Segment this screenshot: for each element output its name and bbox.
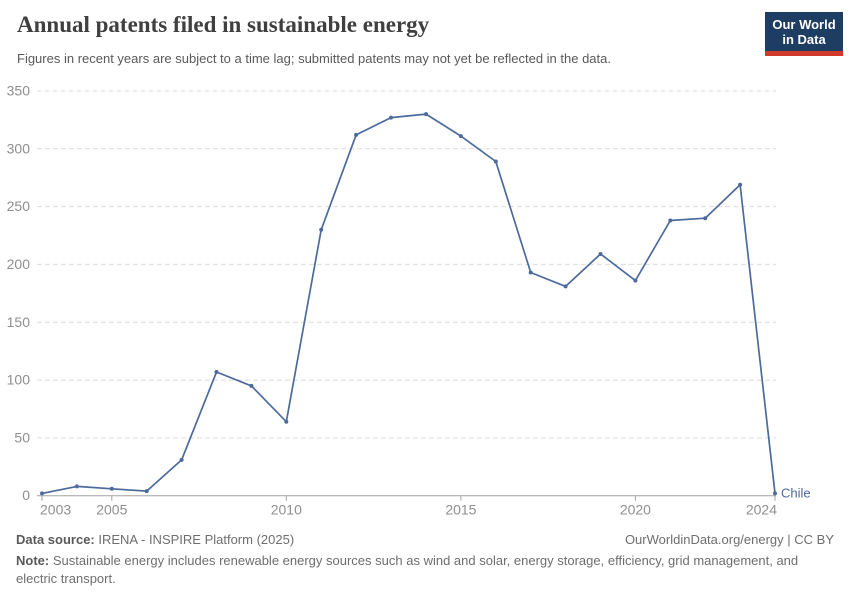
note-line: Note: Sustainable energy includes renewa…	[16, 552, 834, 588]
owid-logo-text-line2: in Data	[782, 32, 826, 47]
data-point	[214, 370, 219, 374]
data-point	[74, 484, 79, 489]
data-source-value: IRENA - INSPIRE Platform (2025)	[98, 532, 295, 547]
chart-subtitle: Figures in recent years are subject to a…	[17, 51, 611, 66]
series-end-label: Chile	[781, 485, 811, 500]
y-tick-label: 100	[7, 372, 31, 388]
y-tick-label: 350	[7, 83, 31, 99]
y-tick-label: 150	[7, 314, 31, 330]
data-point	[284, 419, 289, 424]
data-source-label: Data source:	[16, 532, 95, 547]
y-tick-label: 250	[7, 198, 31, 214]
data-point	[738, 182, 743, 187]
y-tick-label: 300	[7, 140, 31, 156]
owid-logo-text-line1: Our World	[772, 17, 836, 32]
data-point	[389, 115, 393, 120]
data-point	[424, 112, 428, 117]
data-point	[458, 134, 463, 139]
y-tick-label: 0	[22, 487, 30, 503]
x-tick-label: 2024	[746, 502, 777, 518]
line-chart-canvas[interactable]: 0 50 100 150 200 250 300 350 2003 2005 2010 2015 202…	[0, 80, 850, 530]
data-point	[40, 491, 44, 496]
data-point	[528, 270, 533, 275]
data-point	[109, 486, 114, 491]
data-point	[703, 216, 708, 221]
y-tick-label: 200	[7, 256, 31, 272]
data-point	[633, 278, 638, 283]
x-tick-label: 2010	[271, 502, 302, 518]
data-point	[598, 252, 603, 256]
data-point	[354, 132, 359, 137]
data-point	[773, 491, 777, 496]
note-label: Note:	[16, 553, 50, 569]
y-tick-label: 50	[14, 429, 30, 445]
owid-logo[interactable]: Our World in Data	[765, 12, 843, 56]
data-point	[249, 383, 254, 388]
x-tick-label: 2020	[620, 502, 651, 518]
chart-footer: Data source: IRENA - INSPIRE Platform (2…	[16, 531, 834, 589]
data-point	[179, 457, 184, 462]
data-point	[319, 227, 324, 232]
data-point	[144, 489, 149, 494]
data-point	[668, 218, 673, 223]
x-tick-label: 2005	[96, 502, 127, 518]
x-tick-label: 2015	[445, 502, 476, 518]
series-line	[41, 113, 776, 495]
data-point	[493, 159, 498, 164]
license-link[interactable]: OurWorldinData.org/energy | CC BY	[624, 532, 834, 547]
chart-title: Annual patents filed in sustainable ener…	[17, 12, 430, 37]
note-value: Sustainable energy includes renewable en…	[16, 553, 799, 587]
data-point	[563, 284, 568, 289]
x-tick-label: 2003	[40, 502, 71, 518]
data-source-line: Data source: IRENA - INSPIRE Platform (2…	[16, 531, 294, 549]
